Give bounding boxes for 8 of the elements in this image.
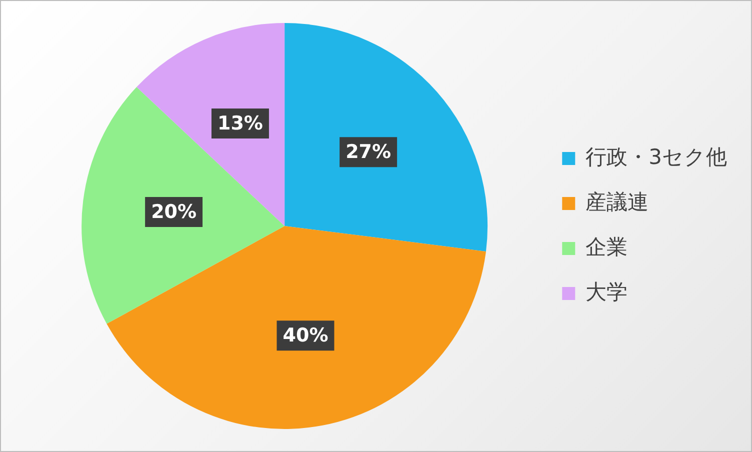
legend-label: 行政・3セク他	[586, 144, 728, 169]
data-label: 20%	[151, 200, 197, 223]
data-label: 13%	[217, 112, 263, 134]
legend-label: 大学	[586, 280, 628, 304]
data-label: 27%	[346, 141, 392, 164]
data-label: 40%	[282, 324, 328, 347]
legend-label: 産議連	[586, 190, 649, 214]
legend-label: 企業	[586, 234, 628, 259]
